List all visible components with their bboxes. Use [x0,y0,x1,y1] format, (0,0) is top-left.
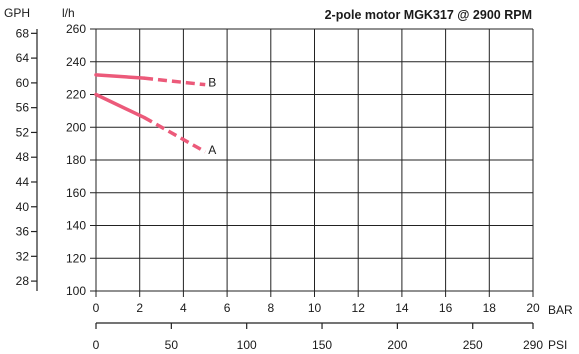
x2-tick-label: 250 [463,338,483,352]
y-tick-label: 200 [66,120,86,134]
series-label-A: A [208,143,216,157]
y-tick-label: 220 [66,88,86,102]
axes: 0 2 4 6 8 10 12 14 16 18 2010012014016018020022024… [16,22,544,352]
x-tick-label: 10 [308,301,322,315]
x-tick-label: 14 [395,301,409,315]
y2-tick-label: 64 [16,51,30,65]
series: AB [96,75,216,157]
x2-axis-unit-label: PSI [548,338,567,352]
y-tick-label: 140 [66,219,86,233]
y-tick-label: 260 [66,22,86,36]
x-tick-label: 12 [352,301,366,315]
x2-tick-label: 290 [523,338,543,352]
y2-tick-label: 68 [16,26,30,40]
x-axis-unit-label: BAR [548,303,573,317]
x-tick-label: 4 [180,301,187,315]
y-tick-label: 180 [66,153,86,167]
y2-tick-label: 52 [16,125,30,139]
x-tick-label: 20 [526,301,540,315]
series-line-A-dashed [144,117,205,151]
y-tick-label: 120 [66,251,86,265]
x2-tick-label: 50 [165,338,179,352]
x2-tick-label: 150 [312,338,332,352]
y2-tick-label: 60 [16,76,30,90]
x-tick-label: 6 [224,301,231,315]
x2-tick-label: 0 [93,338,100,352]
series-label-B: B [208,76,216,90]
series-line-B-solid [96,75,144,78]
y2-tick-label: 48 [16,150,30,164]
x-tick-label: 8 [267,301,274,315]
chart-title: 2-pole motor MGK317 @ 2900 RPM [325,8,532,22]
grid [90,29,533,297]
series-line-B-dashed [144,78,205,85]
y2-tick-label: 32 [16,249,30,263]
y-tick-label: 240 [66,55,86,69]
y2-tick-label: 28 [16,274,30,288]
x2-tick-label: 100 [237,338,257,352]
x-tick-label: 2 [136,301,143,315]
y-tick-label: 100 [66,284,86,298]
y2-tick-label: 56 [16,101,30,115]
y2-tick-label: 44 [16,175,30,189]
y2-tick-label: 36 [16,225,30,239]
x-tick-label: 16 [439,301,453,315]
x-tick-label: 18 [483,301,497,315]
y-tick-label: 160 [66,186,86,200]
y-axis-unit-label: l/h [62,6,75,20]
x2-tick-label: 200 [387,338,407,352]
y2-tick-label: 40 [16,200,30,214]
series-line-A-solid [96,95,144,118]
x-tick-label: 0 [93,301,100,315]
y2-axis-unit-label: GPH [4,6,30,20]
